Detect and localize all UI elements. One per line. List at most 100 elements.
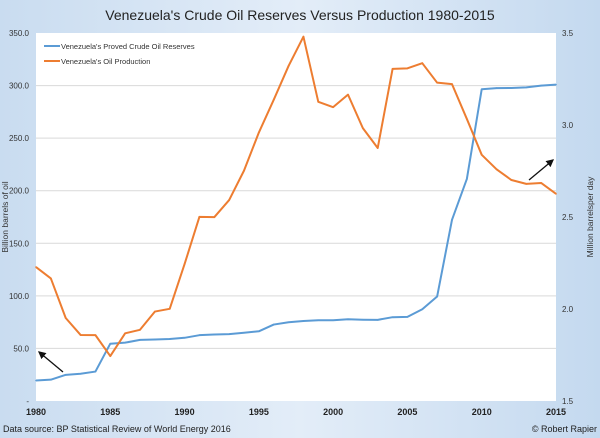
- copyright-credit: © Robert Rapier: [532, 424, 597, 434]
- data-point: [243, 169, 245, 172]
- y2-tick-label: 1.5: [562, 397, 574, 406]
- data-point: [258, 330, 260, 333]
- x-tick-label: 1990: [175, 407, 195, 417]
- data-point: [540, 182, 542, 184]
- data-point: [168, 338, 171, 340]
- x-tick-label: 2010: [472, 407, 492, 417]
- y-tick-label: 350.0: [9, 29, 30, 38]
- y-tick-label: 200.0: [9, 187, 30, 196]
- y2-tick-label: 2.0: [562, 305, 574, 314]
- series-line-production: [35, 35, 557, 358]
- data-point: [332, 319, 334, 322]
- data-point: [64, 374, 67, 376]
- data-point: [168, 308, 171, 310]
- x-tick-label: 2005: [397, 407, 417, 417]
- data-point: [35, 379, 37, 382]
- data-point: [228, 199, 230, 201]
- legend-label-production: Venezuela's Oil Production: [61, 57, 150, 66]
- data-point: [79, 372, 82, 375]
- data-point: [198, 334, 201, 336]
- data-point: [510, 179, 513, 181]
- data-point: [555, 193, 557, 195]
- data-point: [332, 106, 334, 108]
- data-point: [109, 342, 112, 345]
- y-tick-label: 50.0: [13, 344, 29, 353]
- data-point: [540, 84, 542, 87]
- annotation-arrow-right: [528, 159, 554, 181]
- y-tick-label: 150.0: [9, 239, 30, 248]
- plot-area: [36, 33, 556, 401]
- data-point: [362, 318, 364, 321]
- data-point: [317, 101, 320, 103]
- data-point: [124, 341, 126, 344]
- data-point: [258, 131, 260, 134]
- data-point: [94, 334, 97, 336]
- data-point: [391, 316, 394, 319]
- x-tick-label: 1980: [26, 407, 46, 417]
- series-line-reserves: [35, 83, 557, 382]
- data-point: [109, 355, 112, 357]
- legend: Venezuela's Proved Crude Oil Reserves Ve…: [44, 42, 195, 66]
- data-point: [35, 266, 37, 268]
- data-point: [94, 370, 97, 373]
- data-point: [451, 83, 453, 85]
- data-point: [362, 127, 364, 129]
- data-point: [510, 87, 513, 89]
- data-point: [139, 328, 141, 331]
- y2-tick-label: 2.5: [562, 213, 574, 222]
- y-axis-label: Billion barrels of oil: [0, 181, 10, 252]
- data-point: [466, 118, 468, 120]
- data-point: [79, 334, 82, 336]
- data-point: [64, 317, 67, 319]
- y2-axis-label: Million barrelsper day: [585, 176, 595, 258]
- chart-title: Venezuela's Crude Oil Reserves Versus Pr…: [105, 7, 495, 23]
- data-point: [555, 83, 557, 86]
- data-point: [466, 178, 468, 180]
- y-tick-label: 100.0: [9, 292, 30, 301]
- data-point: [436, 295, 438, 298]
- data-point: [406, 316, 409, 318]
- data-point: [451, 219, 453, 221]
- data-point: [495, 87, 498, 89]
- x-tick-label: 2000: [323, 407, 343, 417]
- data-point: [124, 332, 126, 335]
- data-point: [228, 333, 230, 335]
- x-tick-label: 1995: [249, 407, 269, 417]
- data-point: [347, 93, 349, 96]
- y2-tick-label: 3.5: [562, 29, 574, 38]
- data-point: [421, 62, 424, 64]
- data-point: [50, 277, 52, 280]
- data-point: [376, 319, 379, 321]
- data-point: [302, 320, 305, 322]
- data-point: [183, 337, 186, 339]
- data-source-note: Data source: BP Statistical Review of Wo…: [3, 424, 231, 434]
- data-point: [391, 68, 394, 70]
- x-tick-label: 1985: [100, 407, 120, 417]
- data-point: [287, 65, 290, 67]
- data-point: [480, 154, 483, 156]
- data-point: [154, 338, 156, 341]
- data-point: [421, 308, 424, 311]
- data-point: [317, 319, 320, 322]
- data-point: [495, 168, 498, 171]
- data-point: [525, 183, 528, 185]
- data-point: [139, 339, 141, 341]
- y2-tick-label: 3.0: [562, 121, 574, 130]
- data-point: [183, 263, 186, 265]
- data-point: [272, 98, 275, 101]
- data-point: [525, 86, 528, 89]
- data-point: [406, 67, 409, 70]
- data-point: [436, 81, 438, 84]
- data-point: [243, 331, 245, 334]
- data-point: [272, 323, 275, 326]
- data-point: [347, 318, 349, 321]
- y-tick-label: 300.0: [9, 82, 30, 91]
- legend-label-reserves: Venezuela's Proved Crude Oil Reserves: [61, 42, 195, 51]
- y-tick-label: 250.0: [9, 134, 30, 143]
- x-tick-label: 2015: [546, 407, 566, 417]
- data-point: [302, 35, 305, 38]
- data-point: [376, 147, 379, 149]
- data-point: [213, 333, 216, 336]
